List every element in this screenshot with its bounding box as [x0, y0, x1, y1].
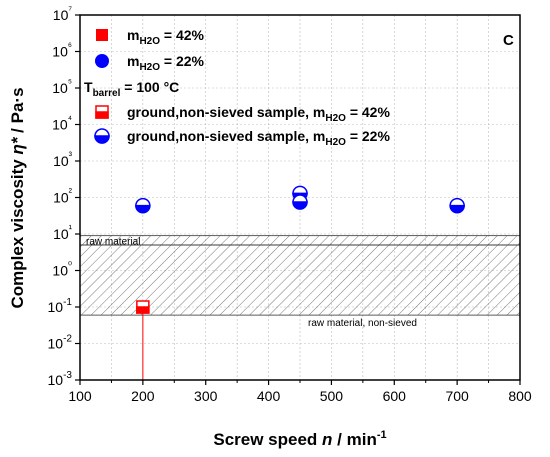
y-tick-label: 10-3	[48, 370, 73, 388]
x-tick-label: 200	[131, 388, 155, 404]
x-tick-label: 300	[194, 388, 218, 404]
legend: mH2O = 42% mH2O = 22% Tbarrel = 100 °C grou…	[84, 27, 390, 148]
y-tick-label: 10⁵	[52, 78, 72, 96]
points-layer	[135, 185, 465, 380]
band-1	[79, 244, 521, 316]
data-point-s1-0	[135, 197, 151, 214]
bands-layer: raw material raw material, non-sieved	[79, 235, 521, 329]
x-tick-label: 600	[383, 388, 407, 404]
legend-label: ground,non-sieved sample, mH2O = 22%	[127, 128, 390, 148]
legend-item-tbarrel: Tbarrel = 100 °C	[84, 79, 179, 99]
data-point-s0-0	[136, 300, 150, 314]
band-label-raw-material: raw material	[86, 237, 140, 248]
y-tick-label: 10³	[53, 151, 73, 169]
x-tick-label: 700	[445, 388, 469, 404]
x-tick-label: 500	[320, 388, 344, 404]
band-0	[79, 235, 521, 246]
legend-label: mH2O = 22%	[127, 53, 205, 73]
x-tick-label: 100	[68, 388, 92, 404]
legend-label: mH2O = 42%	[127, 27, 205, 47]
data-point-s1-3	[449, 197, 465, 214]
legend-label: ground,non-sieved sample, mH2O = 42%	[127, 104, 390, 124]
legend-marker	[96, 29, 108, 41]
legend-item-m22: mH2O = 22%	[95, 53, 205, 73]
legend-item-m42: mH2O = 42%	[96, 27, 205, 47]
y-tick-label: 10⁷	[53, 5, 73, 23]
axis-ticks: 100 200 300 400 500 600 700 800 10-3 10-2 10-1 10⁰ 1…	[48, 5, 532, 404]
x-tick-label: 400	[257, 388, 281, 404]
data-point-s1-2	[292, 194, 308, 210]
panel-label: C	[503, 32, 514, 49]
y-axis-title: Complex viscosity η* / Pa·s	[8, 87, 27, 308]
y-tick-label: 10-1	[48, 297, 73, 315]
band-label-raw-material-non-sieved: raw material, non-sieved	[308, 318, 417, 329]
y-tick-label: 10⁶	[52, 42, 72, 60]
legend-marker	[95, 54, 109, 68]
legend-item-g42: ground,non-sieved sample, mH2O = 42%	[95, 104, 390, 124]
y-tick-label: 10⁴	[52, 115, 72, 133]
legend-label: Tbarrel = 100 °C	[84, 79, 179, 99]
x-tick-label: 800	[508, 388, 532, 404]
y-tick-label: 10⁰	[52, 261, 72, 279]
x-axis-title: Screw speed n / min-1	[213, 429, 386, 449]
y-tick-label: 10²	[53, 188, 73, 206]
legend-item-g22: ground,non-sieved sample, mH2O = 22%	[94, 128, 390, 148]
y-tick-label: 10¹	[53, 224, 73, 242]
y-tick-label: 10-2	[48, 334, 73, 352]
